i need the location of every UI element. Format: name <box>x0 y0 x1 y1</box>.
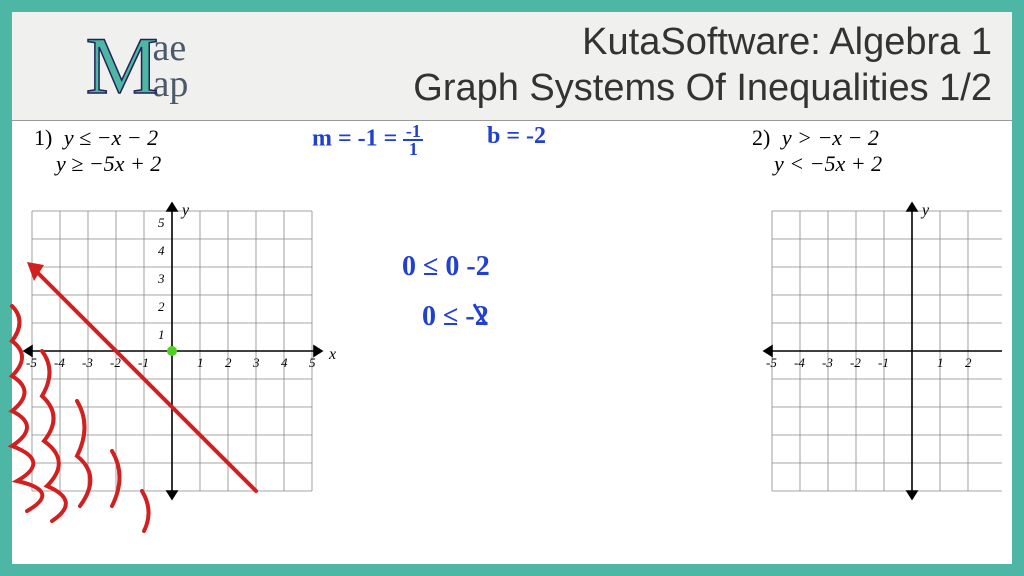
svg-text:3: 3 <box>157 271 165 286</box>
svg-text:-1: -1 <box>138 355 149 370</box>
origin-dot <box>167 346 177 356</box>
annot-slope: m = -1 = -1 1 <box>312 123 423 157</box>
svg-text:-3: -3 <box>82 355 93 370</box>
annot-frac-bot: 1 <box>409 139 418 159</box>
svg-text:3: 3 <box>252 355 260 370</box>
ticks-2: -5 -4 -3 -2 -1 1 2 y <box>766 202 972 370</box>
svg-text:1: 1 <box>158 327 165 342</box>
title-line2: Graph Systems Of Inequalities 1/2 <box>262 66 992 112</box>
annot-frac-top: -1 <box>406 121 421 141</box>
svg-text:4: 4 <box>158 243 165 258</box>
svg-text:x: x <box>328 346 336 363</box>
ticks-1: -5-4-3 -2-1 123 45 543 21 x y <box>26 202 336 370</box>
svg-text:1: 1 <box>937 355 944 370</box>
problem-1: 1) y ≤ −x − 2 y ≥ −5x + 2 <box>34 125 161 177</box>
svg-text:-5: -5 <box>766 355 777 370</box>
prob2-eq2: y < −5x + 2 <box>774 151 882 176</box>
svg-text:-4: -4 <box>54 355 65 370</box>
annot-fraction: -1 1 <box>403 123 423 157</box>
title-line1: KutaSoftware: Algebra 1 <box>262 20 992 66</box>
header: M ae ap KutaSoftware: Algebra 1 Graph Sy… <box>12 12 1012 121</box>
svg-text:5: 5 <box>309 355 316 370</box>
prob1-eq2: y ≥ −5x + 2 <box>56 151 161 176</box>
prob1-num: 1) <box>34 125 52 150</box>
svg-text:2: 2 <box>965 355 972 370</box>
shading <box>12 306 149 531</box>
svg-text:-2: -2 <box>850 355 861 370</box>
svg-text:4: 4 <box>281 355 288 370</box>
prob2-num: 2) <box>752 125 770 150</box>
svg-text:-5: -5 <box>26 355 37 370</box>
svg-text:y: y <box>180 202 190 219</box>
frame: M ae ap KutaSoftware: Algebra 1 Graph Sy… <box>0 0 1024 576</box>
annot-intercept: b = -2 <box>487 123 546 150</box>
svg-text:-1: -1 <box>878 355 889 370</box>
problem-2: 2) y > −x − 2 y < −5x + 2 <box>752 125 882 177</box>
graph-1: -5-4-3 -2-1 123 45 543 21 x y <box>2 201 362 561</box>
logo: M ae ap <box>12 25 262 107</box>
graph-2: -5 -4 -3 -2 -1 1 2 y <box>752 201 1012 561</box>
logo-big-m: M <box>86 25 159 107</box>
prob2-eq1: y > −x − 2 <box>782 125 879 150</box>
annot-work1: 0 ≤ 0 -2 <box>402 251 490 283</box>
prob1-eq1: y ≤ −x − 2 <box>64 125 158 150</box>
svg-text:5: 5 <box>158 215 165 230</box>
svg-text:2: 2 <box>225 355 232 370</box>
content: 1) y ≤ −x − 2 y ≥ −5x + 2 2) y > −x − 2 … <box>12 121 1012 571</box>
annot-slope-text: m = -1 = <box>312 126 403 152</box>
title: KutaSoftware: Algebra 1 Graph Systems Of… <box>262 20 1012 111</box>
svg-text:2: 2 <box>158 299 165 314</box>
svg-text:-3: -3 <box>822 355 833 370</box>
svg-text:-4: -4 <box>794 355 805 370</box>
svg-text:1: 1 <box>197 355 204 370</box>
svg-text:y: y <box>920 202 930 219</box>
